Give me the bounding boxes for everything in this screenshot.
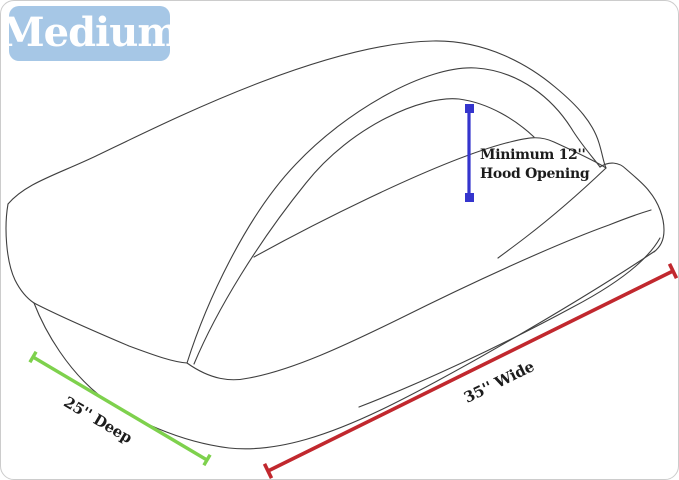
bed-back-silhouette-line [7,40,607,205]
depth-dimension-bottom-cap [202,453,212,467]
width-dimension-right-cap [667,263,678,279]
depth-dimension-top-cap [28,350,38,364]
width-dimension-line [267,269,674,473]
bed-seat-back-crease-line [497,167,607,259]
bed-bolster-crease-line [33,302,188,364]
bed-back-cushion-top-line [253,137,607,258]
width-dimension-left-cap [262,463,274,479]
bed-seat-rim-line [186,209,652,381]
size-badge-label: Medium [0,8,180,56]
bed-left-edge-line [5,203,35,304]
bed-hood-outer-arc-line [186,67,601,364]
bed-base-seam-line [358,237,661,408]
size-badge: Medium [1,6,180,61]
hood-opening-dimension-bottom-cap [465,193,474,202]
hood-opening-label-line2: Hood Opening [480,166,590,182]
bed-hood-inner-arc-line [193,98,535,365]
depth-dimension-line [32,355,208,462]
hood-opening-dimension-top-cap [465,104,474,113]
hood-opening-label-line1: Minimum 12'' [480,147,586,163]
bed-floor-line [33,250,656,450]
hood-opening-label: Minimum 12'' Hood Opening [480,146,590,184]
bed-right-edge-line [599,162,665,253]
